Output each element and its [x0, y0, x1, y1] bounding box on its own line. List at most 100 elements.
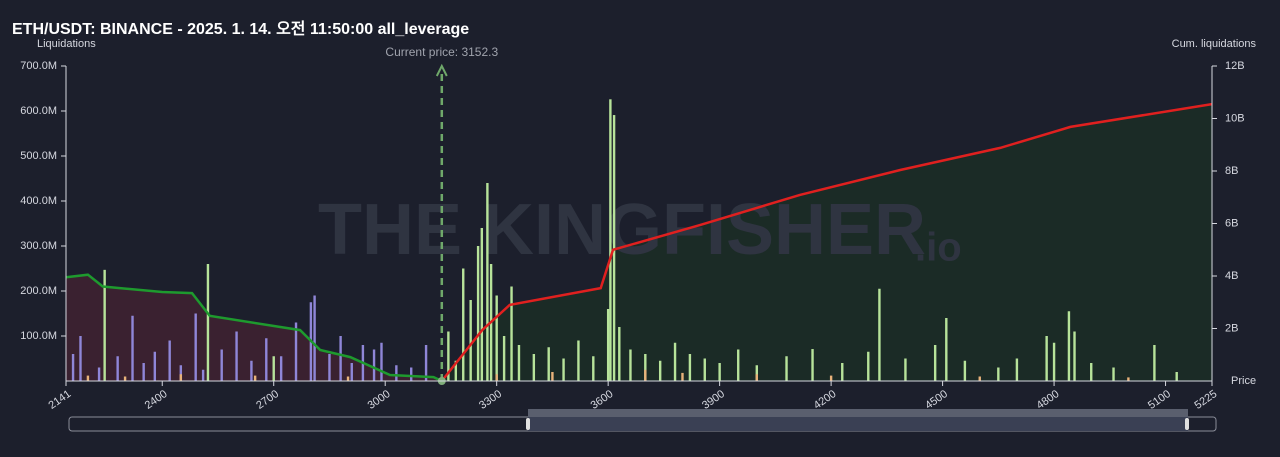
bar: [681, 372, 684, 381]
bar: [424, 345, 428, 381]
bar: [194, 313, 197, 381]
bar: [346, 376, 350, 381]
bar: [1045, 336, 1048, 381]
bar: [502, 336, 506, 381]
bar: [123, 376, 127, 381]
y-tick-label: 100.0M: [20, 330, 57, 342]
bar: [179, 365, 183, 381]
x-tick-label: 3000: [366, 388, 393, 412]
bar: [279, 356, 283, 381]
bar: [658, 360, 662, 381]
x-tick-label: 4800: [1035, 388, 1062, 412]
bar: [253, 375, 257, 381]
bar: [220, 349, 223, 381]
y2-tick-label: 10B: [1225, 112, 1245, 124]
bar: [963, 360, 967, 381]
current-price-label: Current price: 3152.3: [385, 45, 498, 59]
bar: [1067, 311, 1071, 381]
bar: [532, 354, 536, 381]
x-tick-label: 4500: [923, 388, 950, 412]
bar: [629, 349, 632, 381]
bar: [201, 369, 205, 381]
bar: [841, 363, 844, 381]
x-tick-label: 3300: [477, 388, 504, 412]
x-tick-label: 3600: [589, 388, 616, 412]
bar: [103, 269, 106, 381]
navigator-scrollbar[interactable]: [528, 409, 1188, 417]
bar: [547, 347, 550, 381]
bar: [1090, 363, 1093, 381]
bar: [476, 246, 480, 381]
bar: [1175, 372, 1178, 381]
bar: [703, 358, 706, 381]
bar: [454, 360, 458, 381]
bar: [469, 300, 472, 381]
bar: [673, 342, 677, 381]
x-tick-label: 5225: [1192, 388, 1219, 412]
bar: [1112, 367, 1115, 381]
bar: [395, 365, 398, 381]
x-tick-label: 3900: [700, 388, 727, 412]
y2-tick-label: 8B: [1225, 165, 1238, 177]
bar: [339, 336, 342, 381]
navigator-window[interactable]: [528, 417, 1188, 431]
bar: [272, 356, 275, 381]
x-axis-label: Price: [1231, 375, 1256, 387]
bar: [116, 356, 119, 381]
bar: [829, 375, 833, 381]
x-tick-label: 2400: [143, 388, 170, 412]
y2-tick-label: 6B: [1225, 217, 1238, 229]
x-tick-label: 2700: [254, 388, 281, 412]
bar: [904, 358, 907, 381]
bar: [592, 356, 595, 381]
bar: [997, 367, 1000, 381]
navigator-handle-right[interactable]: [1185, 418, 1189, 430]
bar: [79, 336, 82, 381]
cumulative-area: [441, 104, 1212, 381]
y2-tick-label: 4B: [1225, 270, 1238, 282]
bar: [945, 318, 948, 381]
cumulative-line: [440, 102, 1213, 382]
bar: [235, 331, 238, 381]
y-tick-label: 300.0M: [20, 240, 57, 252]
bar: [517, 345, 521, 381]
bar: [933, 345, 937, 381]
bar: [718, 363, 721, 381]
area-layer: [66, 104, 1212, 381]
watermark-text: THE KINGFISHER: [318, 190, 926, 270]
navigator-handle-left[interactable]: [526, 418, 530, 430]
bar: [380, 342, 383, 381]
bar: [618, 327, 621, 381]
bar: [142, 363, 145, 381]
watermark: THE KINGFISHER .io: [318, 190, 962, 270]
y2-axis-label: Cum. liquidations: [1172, 38, 1257, 50]
bar: [606, 309, 610, 381]
y-axis-label: Liquidations: [37, 38, 96, 50]
bar: [313, 295, 316, 381]
bar: [562, 358, 565, 381]
y2-tick-label: 2B: [1225, 322, 1238, 334]
bar: [1127, 377, 1130, 381]
y-tick-label: 600.0M: [20, 105, 57, 117]
navigator[interactable]: [68, 409, 1217, 432]
bar: [462, 268, 465, 381]
bar: [480, 228, 484, 381]
bar: [612, 115, 616, 382]
bar: [71, 354, 75, 381]
cumulative-line: [65, 273, 443, 383]
bar: [294, 322, 298, 381]
bar: [577, 340, 580, 381]
bar: [153, 351, 157, 381]
bar: [179, 374, 183, 381]
y-tick-label: 400.0M: [20, 195, 57, 207]
bar: [495, 295, 498, 381]
bar: [1073, 331, 1076, 381]
bar: [250, 360, 253, 381]
bar: [328, 354, 331, 381]
bar: [486, 183, 489, 381]
bar: [168, 340, 171, 381]
bar: [1052, 342, 1056, 381]
bar: [131, 315, 134, 381]
